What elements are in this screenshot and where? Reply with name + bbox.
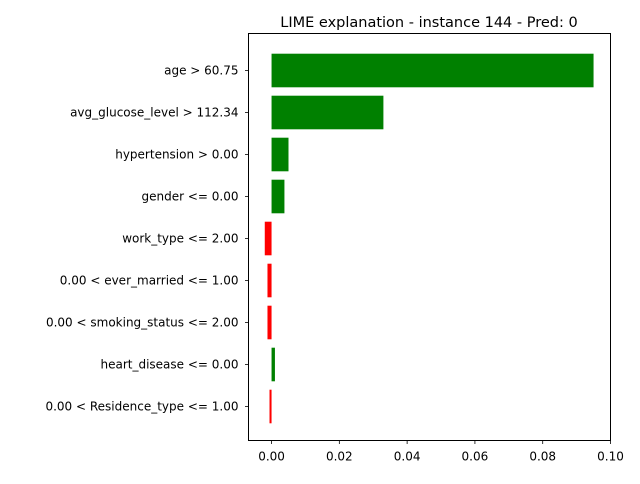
category-label: 0.00 < Residence_type <= 1.00 [45,400,238,414]
category-label: age > 60.75 [164,64,238,78]
bar [271,347,275,382]
category-label: hypertension > 0.00 [115,148,238,162]
bar [269,389,272,424]
x-tick-label: 0.10 [597,450,624,464]
bar [271,137,289,172]
x-tick-label: 0.06 [462,450,489,464]
bar [271,179,285,214]
plot-frame [248,33,611,441]
bars-layer [264,53,594,424]
category-label: heart_disease <= 0.00 [100,358,238,372]
x-tick-label: 0.02 [326,450,353,464]
bar [267,263,272,298]
category-label: gender <= 0.00 [142,190,239,204]
category-label: avg_glucose_level > 112.34 [70,106,238,120]
bar [271,53,594,88]
bar [264,221,272,256]
category-label: 0.00 < ever_married <= 1.00 [60,274,239,288]
category-label: work_type <= 2.00 [122,232,238,246]
category-labels: age > 60.75 avg_glucose_level > 112.34 hyp… [45,64,249,414]
bar [267,305,272,340]
category-label: 0.00 < smoking_status <= 2.00 [46,316,239,330]
x-axis: 0.00 0.02 0.04 0.06 0.08 0.10 [258,440,624,464]
x-tick-label: 0.08 [529,450,556,464]
x-tick-label: 0.04 [394,450,421,464]
bar [271,95,384,130]
chart-title: LIME explanation - instance 144 - Pred: … [280,15,577,31]
x-tick-label: 0.00 [258,450,285,464]
